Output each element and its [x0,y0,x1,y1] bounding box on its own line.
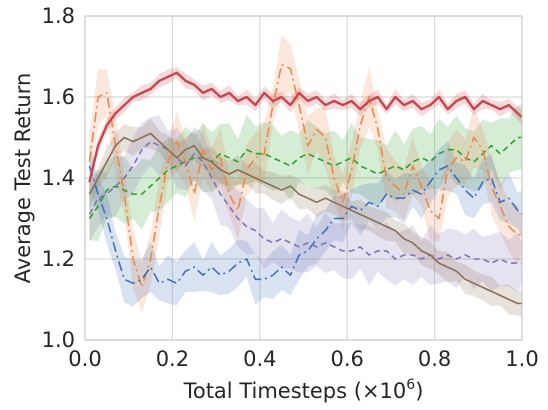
x-axis-label-close: ) [415,379,423,403]
x-tick-label-0: 0.0 [68,347,101,371]
x-tick-label-1: 0.2 [156,347,189,371]
series-lines [88,63,523,305]
series-line-1 [88,63,522,289]
x-tick-label-4: 0.8 [418,347,451,371]
series-line-5 [88,132,522,305]
series-line-4 [88,140,522,264]
x-tick-label-2: 0.4 [243,347,276,371]
y-tick-label-3: 1.6 [42,85,75,109]
series-band-3 [89,67,523,187]
x-tick-labels: 0.0 0.2 0.4 0.6 0.8 1.0 [68,347,538,371]
y-tick-label-1: 1.2 [42,247,75,271]
x-axis-label-text: Total Timesteps (×10 [183,379,407,403]
series-band-0 [89,104,523,242]
series-band-5 [89,118,523,318]
series-line-0 [88,136,522,219]
y-axis-label: Average Test Return [11,73,35,284]
series-band-2 [89,141,523,307]
confidence-bands [89,34,523,318]
series-line-2 [88,165,523,285]
y-tick-label-2: 1.4 [42,166,75,190]
y-tick-label-4: 1.8 [42,4,75,28]
y-tick-labels: 1.0 1.2 1.4 1.6 1.8 [42,4,75,352]
x-tick-label-5: 1.0 [505,347,538,371]
series-band-4 [89,115,523,294]
plot-frame [84,15,523,341]
y-tick-label-0: 1.0 [42,328,75,352]
x-tick-label-3: 0.6 [330,347,363,371]
x-axis-label: Total Timesteps (×106) [183,377,424,403]
x-axis-label-superscript: 6 [406,377,415,393]
series-line-3 [88,71,523,183]
